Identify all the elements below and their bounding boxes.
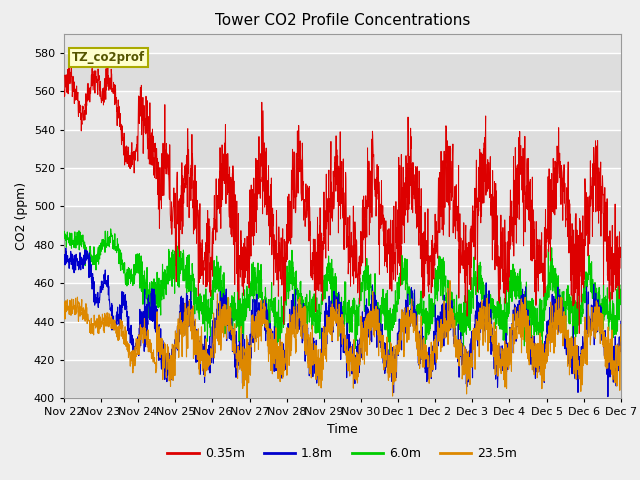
Bar <box>64 206 621 245</box>
Title: Tower CO2 Profile Concentrations: Tower CO2 Profile Concentrations <box>214 13 470 28</box>
Bar <box>64 53 621 91</box>
Bar <box>64 360 621 398</box>
Text: TZ_co2prof: TZ_co2prof <box>72 51 145 64</box>
Legend: 0.35m, 1.8m, 6.0m, 23.5m: 0.35m, 1.8m, 6.0m, 23.5m <box>163 442 522 465</box>
Bar <box>64 283 621 322</box>
X-axis label: Time: Time <box>327 423 358 436</box>
Bar <box>64 168 621 206</box>
Bar <box>64 91 621 130</box>
Bar <box>64 322 621 360</box>
Bar <box>64 245 621 283</box>
Bar <box>64 130 621 168</box>
Y-axis label: CO2 (ppm): CO2 (ppm) <box>15 182 28 250</box>
